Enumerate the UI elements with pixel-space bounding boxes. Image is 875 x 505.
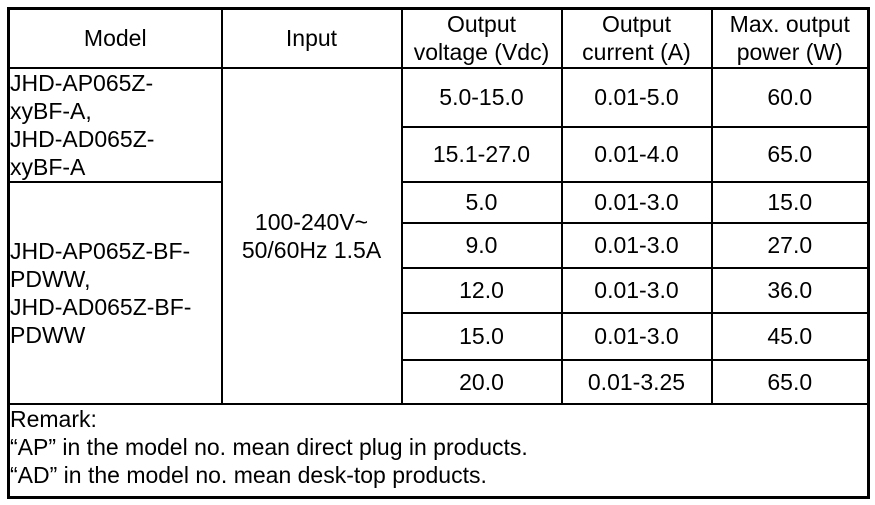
remark-title: Remark: — [10, 405, 97, 432]
power-cell: 27.0 — [710, 221, 870, 269]
voltage-cell: 5.0-15.0 — [400, 66, 563, 128]
header-output-voltage: Output voltage (Vdc) — [400, 7, 563, 69]
remark-line-1: “AP” in the model no. mean direct plug i… — [10, 433, 528, 460]
header-model: Model — [7, 7, 223, 69]
table-row: 15.1-27.0 0.01-4.0 65.0 — [9, 125, 870, 183]
voltage-cell: 15.1-27.0 — [400, 125, 563, 183]
model-group-2-cell: JHD-AP065Z-BF- PDWW, JHD-AD065Z-BF- PDWW — [7, 180, 223, 405]
voltage-cell: 12.0 — [400, 266, 563, 314]
power-cell: 65.0 — [710, 358, 870, 405]
table-row: 12.0 0.01-3.0 36.0 — [9, 266, 870, 314]
remark-line-2: “AD” in the model no. mean desk-top prod… — [10, 461, 487, 488]
header-output-current: Output current (A) — [560, 7, 713, 69]
power-cell: 36.0 — [710, 266, 870, 314]
voltage-cell: 15.0 — [400, 311, 563, 361]
current-cell: 0.01-3.0 — [560, 311, 713, 361]
model-group-1-cell: JHD-AP065Z- xyBF-A, JHD-AD065Z- xyBF-A — [7, 66, 223, 183]
table-row: 15.0 0.01-3.0 45.0 — [9, 311, 870, 361]
current-cell: 0.01-5.0 — [560, 66, 713, 128]
header-max-power: Max. output power (W) — [710, 7, 870, 69]
input-spec-cell: 100-240V~ 50/60Hz 1.5A — [220, 66, 403, 405]
remark-cell: Remark: “AP” in the model no. mean direc… — [7, 402, 870, 499]
table-row: 20.0 0.01-3.25 65.0 — [9, 358, 870, 405]
power-cell: 45.0 — [710, 311, 870, 361]
current-cell: 0.01-3.25 — [560, 358, 713, 405]
power-cell: 15.0 — [710, 180, 870, 224]
voltage-cell: 20.0 — [400, 358, 563, 405]
table-row: JHD-AP065Z-BF- PDWW, JHD-AD065Z-BF- PDWW… — [7, 180, 870, 405]
voltage-cell: 9.0 — [400, 221, 563, 269]
current-cell: 0.01-3.0 — [560, 221, 713, 269]
power-cell: 65.0 — [710, 125, 870, 183]
header-input: Input — [220, 7, 403, 69]
table-row: 9.0 0.01-3.0 27.0 — [9, 221, 870, 269]
current-cell: 0.01-4.0 — [560, 125, 713, 183]
current-cell: 0.01-3.0 — [560, 266, 713, 314]
remark-row: Remark: “AP” in the model no. mean direc… — [7, 402, 870, 499]
table-row: JHD-AP065Z- xyBF-A, JHD-AD065Z- xyBF-A 1… — [7, 66, 870, 405]
current-cell: 0.01-3.0 — [560, 180, 713, 224]
spec-table: Model Input Output voltage (Vdc) Output … — [7, 7, 870, 499]
header-row: Model Input Output voltage (Vdc) Output … — [7, 7, 870, 69]
voltage-cell: 5.0 — [400, 180, 563, 224]
power-cell: 60.0 — [710, 66, 870, 128]
